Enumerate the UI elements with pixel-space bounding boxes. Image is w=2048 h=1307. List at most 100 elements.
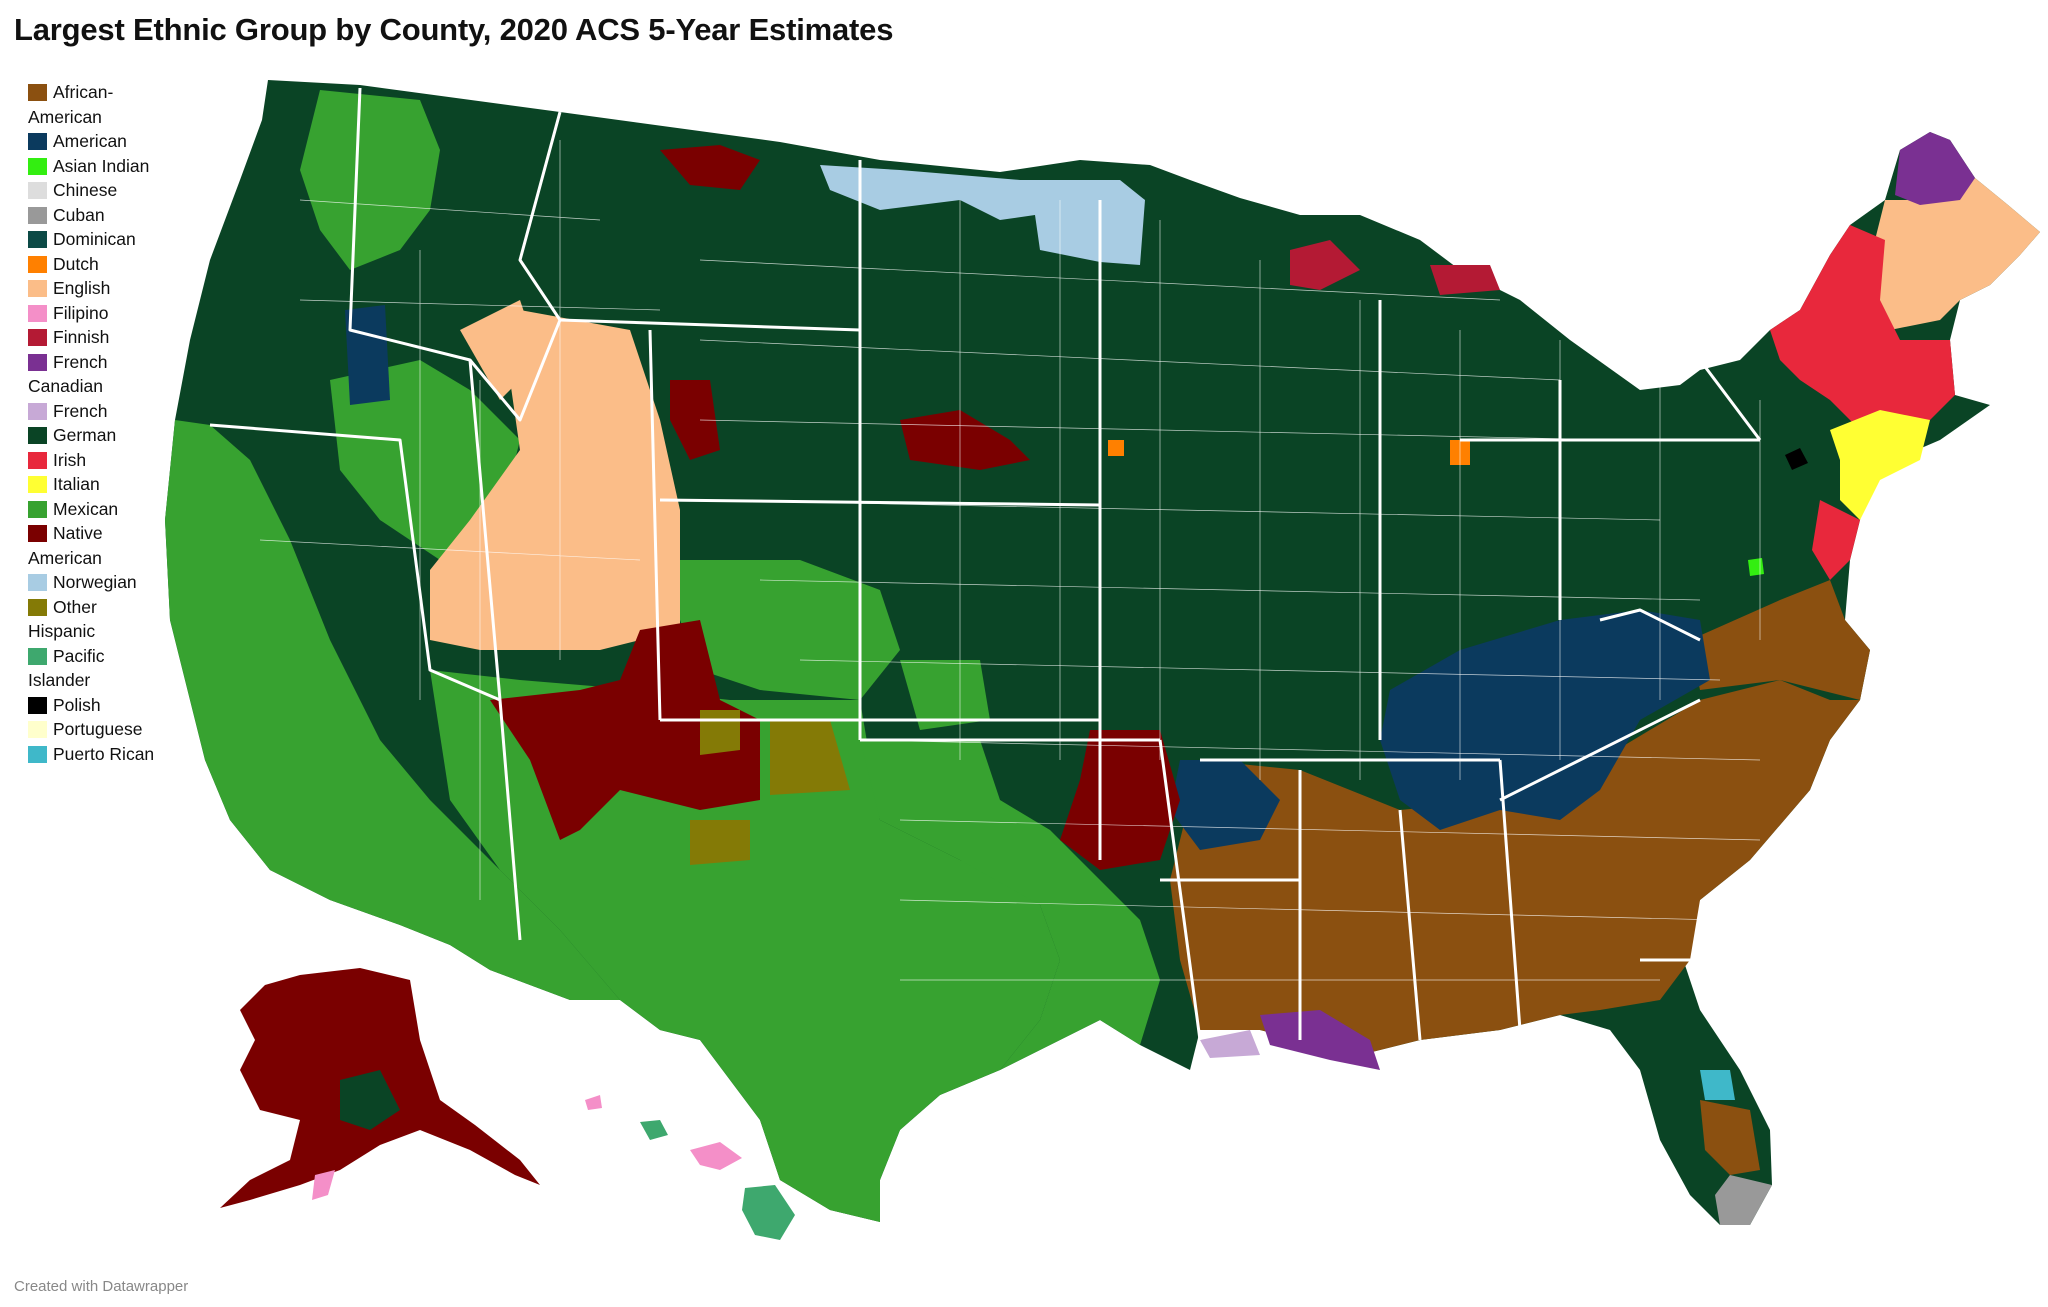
credit-text: Created with Datawrapper <box>14 1278 189 1295</box>
region-english-new-england[interactable] <box>1870 178 2040 330</box>
legend-item-portuguese: Portuguese <box>28 717 168 742</box>
region-finnish-upper-peninsula-2[interactable] <box>1430 265 1500 295</box>
legend-item-italian: Italian <box>28 472 168 497</box>
legend-label: Puerto Rican <box>53 743 155 764</box>
legend-item-chinese: Chinese <box>28 178 168 203</box>
legend-swatch <box>28 84 47 101</box>
alaska-german-south[interactable] <box>340 1070 400 1130</box>
legend-item-dominican: Dominican <box>28 227 168 252</box>
legend-swatch <box>28 696 47 714</box>
region-mexican-northwest[interactable] <box>300 90 440 270</box>
legend-swatch <box>28 745 47 763</box>
legend-swatch <box>28 329 47 346</box>
region-mexican-idaho[interactable] <box>330 360 520 560</box>
legend-swatch <box>28 451 47 469</box>
region-mexican-kansas[interactable] <box>900 660 990 730</box>
legend-swatch <box>28 598 47 616</box>
region-american-ozarks[interactable] <box>1170 760 1280 850</box>
alaska-filipino-aleutians[interactable] <box>312 1170 335 1200</box>
region-mexican-colorado[interactable] <box>680 560 900 700</box>
legend-swatch <box>28 647 47 665</box>
legend-item-asian-indian: Asian Indian <box>28 154 168 179</box>
region-mexican-west-coast[interactable] <box>165 420 620 1000</box>
region-english-idaho[interactable] <box>460 300 540 400</box>
legend-item-cuban: Cuban <box>28 203 168 228</box>
legend-label: German <box>53 425 117 445</box>
region-american-appalachia[interactable] <box>1380 610 1710 830</box>
region-puerto-rican-florida[interactable] <box>1700 1070 1735 1100</box>
hawaii-pacific-islander-big-island[interactable] <box>742 1185 795 1240</box>
legend: African-American American Asian Indian C… <box>28 80 168 766</box>
legend-swatch <box>28 133 47 150</box>
region-other-hispanic-new-mexico-3[interactable] <box>690 820 750 865</box>
legend-item-norwegian: Norwegian <box>28 570 168 595</box>
legend-item-german: German <box>28 423 168 448</box>
region-norwegian-north-dakota[interactable] <box>820 165 1145 265</box>
legend-label: Chinese <box>53 180 118 200</box>
legend-label: Norwegian <box>53 572 137 592</box>
legend-item-finnish: Finnish <box>28 325 168 350</box>
legend-item-mexican: Mexican <box>28 497 168 522</box>
legend-label: French Canadian <box>28 351 108 397</box>
region-irish-northeast[interactable] <box>1770 225 1955 440</box>
legend-label: Pacific Islander <box>28 645 105 691</box>
region-other-hispanic-new-mexico-2[interactable] <box>770 720 850 795</box>
hawaii-pacific-islander-oahu[interactable] <box>640 1120 668 1140</box>
legend-swatch <box>28 427 47 444</box>
region-other-hispanic-new-mexico[interactable] <box>700 710 740 755</box>
legend-item-pacific-islander: Pacific Islander <box>28 644 168 693</box>
legend-item-french: French <box>28 399 168 424</box>
region-french-canadian-maine[interactable] <box>1895 132 1975 205</box>
region-english-utah[interactable] <box>430 310 680 650</box>
legend-label: Dutch <box>53 253 99 274</box>
region-polish-pennsylvania[interactable] <box>1785 448 1808 470</box>
legend-label: English <box>53 278 111 298</box>
legend-swatch <box>28 304 47 322</box>
region-native-american-four-corners[interactable] <box>490 620 760 840</box>
legend-item-puerto-rican: Puerto Rican <box>28 742 168 767</box>
region-french-louisiana[interactable] <box>1200 1030 1260 1058</box>
legend-label: Irish <box>53 449 87 470</box>
region-finnish-upper-peninsula[interactable] <box>1290 240 1360 290</box>
state-borders <box>209 87 1762 1041</box>
legend-swatch <box>28 157 47 175</box>
map-title: Largest Ethnic Group by County, 2020 ACS… <box>14 12 894 47</box>
legend-item-english: English <box>28 276 168 301</box>
legend-label: Dominican <box>53 229 136 249</box>
legend-label: Asian Indian <box>53 155 150 176</box>
region-african-american-florida[interactable] <box>1700 1100 1760 1175</box>
legend-swatch <box>28 255 47 273</box>
region-italian-northeast[interactable] <box>1830 410 1930 520</box>
region-native-american-wyoming[interactable] <box>670 380 720 460</box>
region-irish-new-jersey[interactable] <box>1812 500 1860 580</box>
legend-label: Native American <box>28 523 103 568</box>
legend-item-other-hispanic: Other Hispanic <box>28 595 168 644</box>
region-cuban-florida[interactable] <box>1715 1175 1772 1225</box>
legend-label: French <box>53 400 108 421</box>
legend-label: Portuguese <box>53 719 143 739</box>
legend-swatch <box>28 721 47 738</box>
region-mexican-texas-east[interactable] <box>860 740 1160 1070</box>
legend-swatch <box>28 182 47 199</box>
legend-swatch <box>28 476 47 493</box>
legend-label: Mexican <box>53 498 119 519</box>
hawaii-filipino-islands[interactable] <box>585 1095 742 1170</box>
legend-label: Filipino <box>53 302 109 323</box>
region-native-american-montana[interactable] <box>660 145 760 190</box>
region-asian-indian-virginia[interactable] <box>1748 558 1764 576</box>
legend-label: Polish <box>53 694 101 715</box>
legend-item-american: American <box>28 129 168 154</box>
legend-item-polish: Polish <box>28 693 168 718</box>
region-american-idaho[interactable] <box>345 305 390 405</box>
region-african-american-east-coast[interactable] <box>1690 580 1870 700</box>
region-dutch-iowa[interactable] <box>1108 440 1124 456</box>
legend-item-filipino: Filipino <box>28 301 168 326</box>
legend-swatch <box>28 206 47 224</box>
region-native-american-oklahoma[interactable] <box>1060 730 1180 870</box>
region-french-canadian-louisiana[interactable] <box>1260 1010 1380 1070</box>
legend-item-dutch: Dutch <box>28 252 168 277</box>
legend-item-french-canadian: French Canadian <box>28 350 168 399</box>
legend-swatch <box>28 574 47 591</box>
legend-item-irish: Irish <box>28 448 168 473</box>
